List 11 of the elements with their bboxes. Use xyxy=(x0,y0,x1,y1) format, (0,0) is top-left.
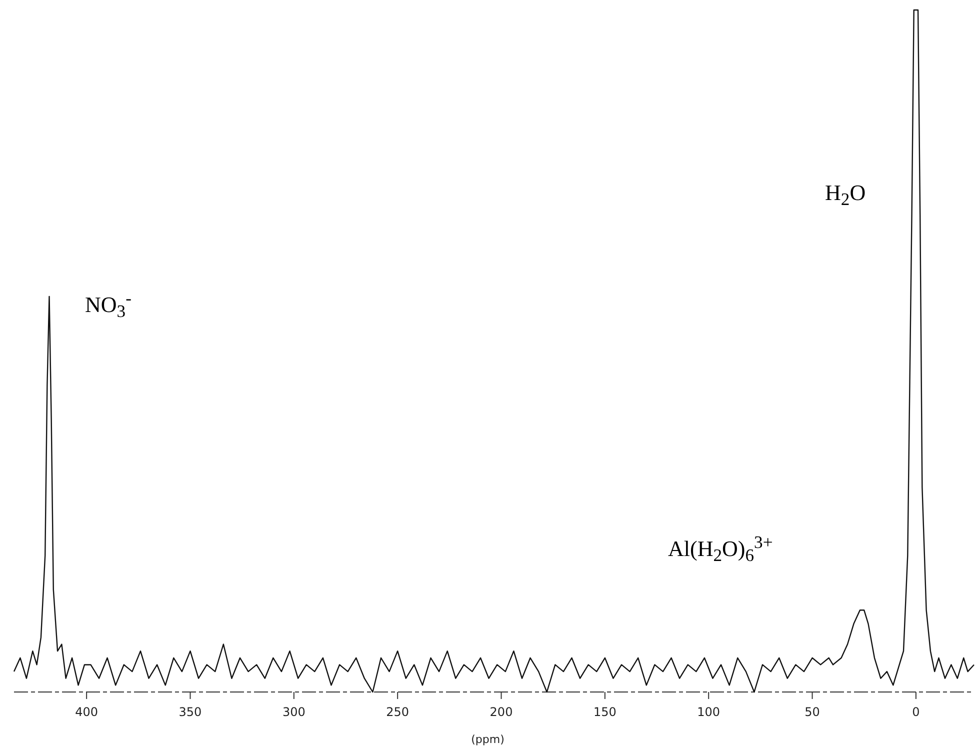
x-tick-label: 250 xyxy=(386,705,410,719)
x-tick-label: 0 xyxy=(912,705,920,719)
x-tick-label: 100 xyxy=(697,705,720,719)
annotation: H$_{2}$O xyxy=(825,180,866,210)
x-tick-label: 300 xyxy=(282,705,306,719)
x-tick-label: 150 xyxy=(593,705,616,719)
x-tick-label: 200 xyxy=(490,705,513,719)
x-tick-label: 400 xyxy=(75,705,98,719)
x-tick-label: 50 xyxy=(804,705,820,719)
x-axis-title: (ppm) xyxy=(471,733,504,746)
x-tick-label: 350 xyxy=(178,705,202,719)
